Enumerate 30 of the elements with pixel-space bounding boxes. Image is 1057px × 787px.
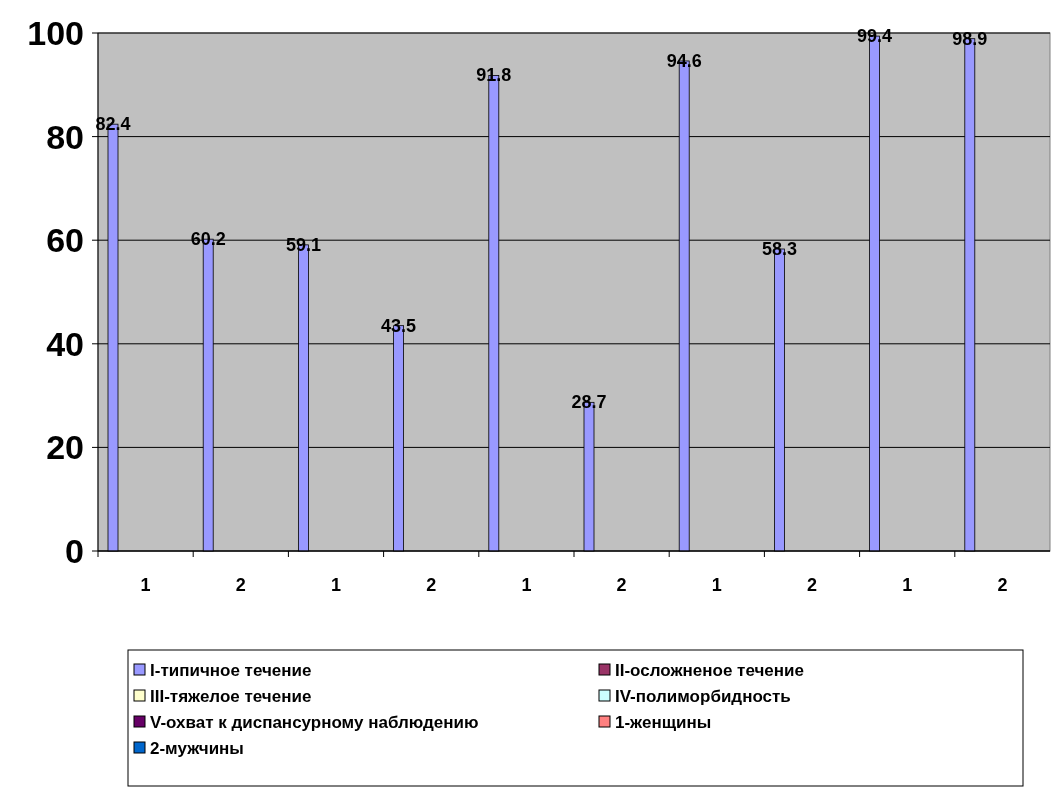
x-tick-label: 1 [330, 575, 342, 595]
data-label: 58.3 [761, 239, 797, 260]
x-tick-label: 1 [140, 575, 151, 595]
x-tick-label: 1 [711, 575, 722, 595]
data-label: 43.5 [381, 315, 417, 336]
data-label: 28.7 [571, 392, 607, 413]
x-tick-label: 1 [902, 575, 913, 595]
x-tick-label: 2 [997, 575, 1008, 595]
y-tick-label: 100 [27, 13, 84, 52]
x-tick-label: 2 [616, 575, 627, 595]
legend-label: I-типичное течение [150, 660, 312, 680]
y-tick-label: 0 [65, 531, 84, 570]
legend-label: 2-мужчины [150, 738, 244, 758]
legend-label: V-охват к диспансурному наблюдению [150, 712, 479, 732]
x-tick-label: 2 [426, 575, 437, 595]
y-tick-label: 60 [46, 221, 84, 260]
data-label: 98.9 [952, 28, 988, 49]
x-tick-label: 2 [235, 575, 246, 595]
legend-label: 1-женщины [615, 712, 712, 732]
data-label: 94.6 [666, 50, 702, 71]
x-tick-label: 2 [806, 575, 818, 595]
y-tick-label: 20 [46, 428, 84, 467]
legend-label: IV-полиморбидность [615, 686, 791, 706]
data-label: 91.8 [476, 65, 512, 86]
legend-label: II-осложненое течение [615, 660, 804, 680]
x-tick-label: 1 [521, 575, 532, 595]
data-label: 59.1 [285, 234, 321, 255]
y-tick-label: 40 [46, 324, 84, 363]
legend-label: III-тяжелое течение [150, 686, 312, 706]
y-tick-label: 80 [46, 117, 84, 156]
